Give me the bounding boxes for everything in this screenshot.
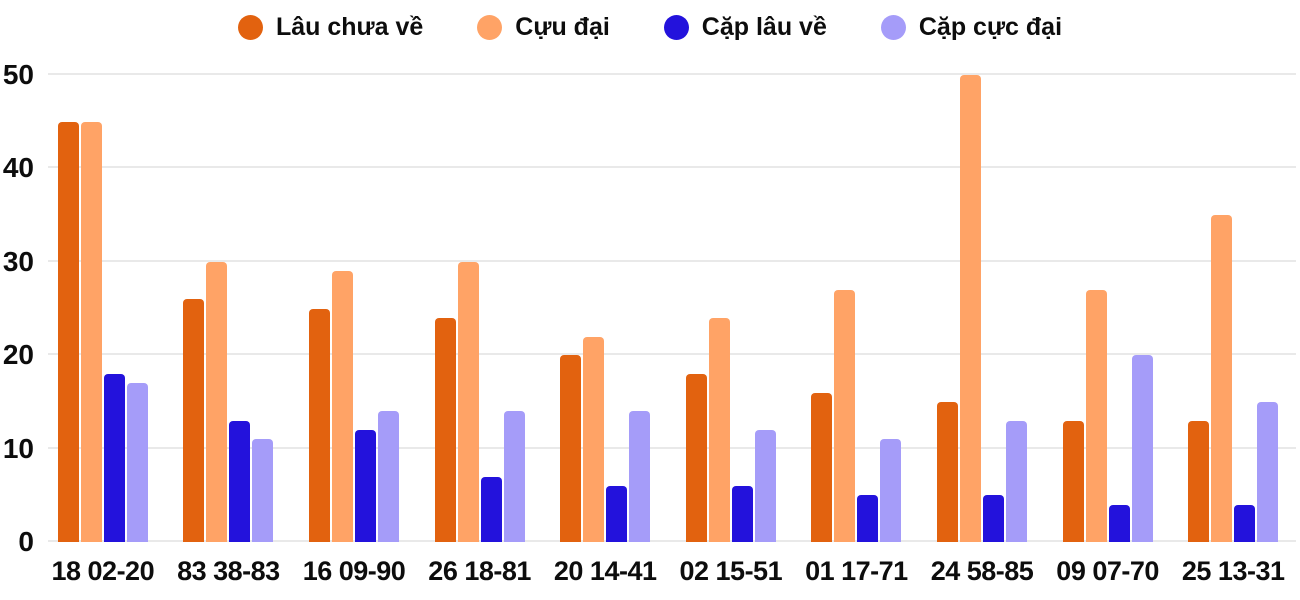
bar-group-01 17-71 <box>794 75 920 542</box>
bar <box>1085 289 1107 542</box>
y-tick-label: 20 <box>2 339 34 371</box>
bar <box>959 75 981 542</box>
bar <box>629 411 651 542</box>
bar <box>560 355 582 542</box>
bar <box>229 420 251 542</box>
x-axis: 18 02-20 83 38-83 16 09-90 26 18-81 20 14-41… <box>40 556 1296 596</box>
legend-item-1: Cựu đại <box>477 13 610 42</box>
x-axis-label: 02 15-51 <box>679 556 783 586</box>
legend-swatch-icon <box>880 14 906 40</box>
bar <box>1234 504 1256 542</box>
x-axis-label: 25 13-31 <box>1181 556 1285 586</box>
x-axis-label: 83 38-83 <box>177 556 280 586</box>
bar <box>252 439 274 542</box>
bar <box>685 373 707 542</box>
x-axis-label: 20 14-41 <box>553 556 657 586</box>
bar <box>126 383 148 542</box>
bar <box>1131 355 1153 542</box>
x-axis-label: 09 07-70 <box>1056 556 1159 586</box>
bar <box>708 317 730 542</box>
bar <box>57 121 79 542</box>
bar-group-26 18-81 <box>417 75 543 542</box>
bar <box>857 495 879 542</box>
bar <box>606 485 628 542</box>
bar-group-09 07-70 <box>1045 75 1171 542</box>
bar <box>811 392 833 542</box>
bar <box>583 336 605 542</box>
bar <box>880 439 902 542</box>
bar-group-02 15-51 <box>668 75 794 542</box>
x-axis-label: 24 58-85 <box>930 556 1034 586</box>
bar <box>331 271 353 542</box>
legend-swatch-icon <box>663 14 689 40</box>
y-tick-label: 40 <box>2 152 34 184</box>
gridline-y-30 <box>48 259 1296 262</box>
bar <box>1062 420 1084 542</box>
x-axis-label: 18 02-20 <box>51 556 155 586</box>
bar <box>354 429 376 542</box>
bar-group-83 38-83 <box>166 75 292 542</box>
legend-label: Lâu chưa về <box>275 12 424 41</box>
bar <box>103 373 125 542</box>
bar <box>1108 504 1130 542</box>
legend-swatch-icon <box>237 14 263 40</box>
bar <box>183 299 205 542</box>
x-axis-label: 16 09-90 <box>302 556 406 586</box>
bar-group-25 13-31 <box>1170 75 1296 542</box>
y-tick-label: 0 <box>18 526 34 557</box>
bar <box>503 411 525 542</box>
bar <box>834 289 856 542</box>
bar <box>1211 215 1233 542</box>
bar <box>80 121 102 542</box>
bar <box>308 308 330 542</box>
bar <box>1188 420 1210 542</box>
legend-label: Cặp lâu về <box>701 12 827 41</box>
y-tick-label: 30 <box>2 245 34 277</box>
chart-legend: Lâu chưa về Cựu đại Cặp lâu về Cặp cực đại <box>0 4 1300 50</box>
legend-swatch-icon <box>477 14 503 40</box>
bar <box>1005 420 1027 542</box>
bar <box>731 485 753 542</box>
legend-item-3: Cặp cực đại <box>880 12 1063 42</box>
gridline-y-10 <box>48 446 1296 449</box>
bar <box>206 261 228 542</box>
plot-area <box>40 73 1296 542</box>
legend-label: Cựu đại <box>515 12 610 41</box>
bar-group-18 02-20 <box>40 75 166 542</box>
legend-label: Cặp cực đại <box>918 12 1063 41</box>
gridline-y-50 <box>48 73 1296 75</box>
y-tick-label: 50 <box>2 59 34 90</box>
bar <box>754 429 776 542</box>
legend-item-2: Cặp lâu về <box>663 12 827 42</box>
bar <box>936 401 958 542</box>
bar <box>480 476 502 542</box>
bar <box>377 411 399 542</box>
gridline-y-0 <box>48 540 1296 542</box>
x-axis-label: 26 18-81 <box>428 556 531 586</box>
bar-group-20 14-41 <box>542 75 668 542</box>
bar-group-24 58-85 <box>919 75 1045 542</box>
x-axis-label: 01 17-71 <box>805 556 908 586</box>
bar <box>457 261 479 542</box>
bar <box>434 317 456 542</box>
bar <box>982 495 1004 542</box>
gridline-y-20 <box>48 353 1296 356</box>
bar-group-16 09-90 <box>291 75 417 542</box>
bar <box>1257 401 1279 542</box>
gridline-y-40 <box>48 166 1296 169</box>
legend-item-0: Lâu chưa về <box>237 12 424 42</box>
y-tick-label: 10 <box>2 432 34 464</box>
